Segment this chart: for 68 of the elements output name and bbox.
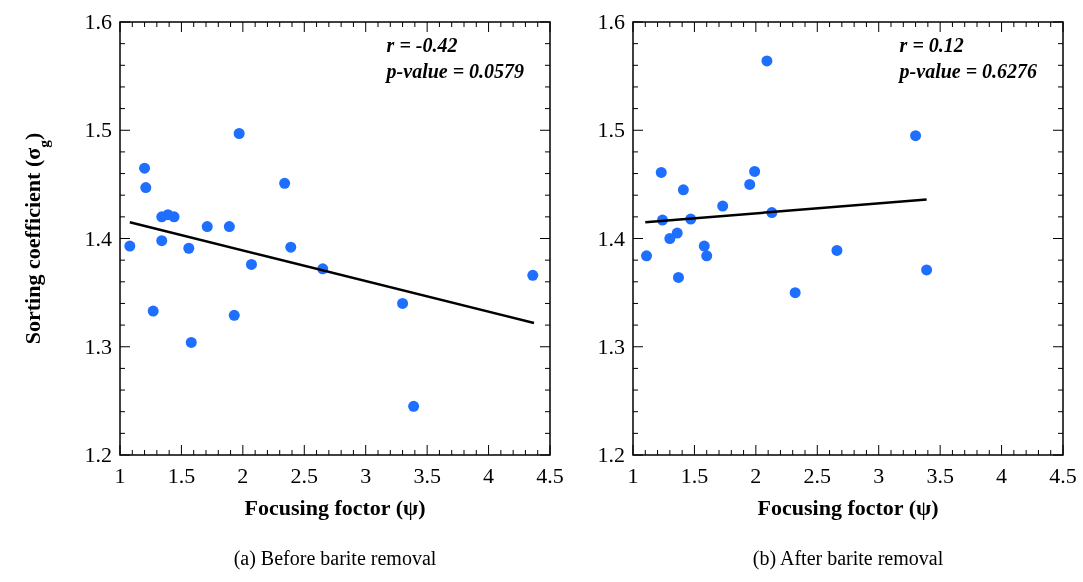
y-tick-label: 1.6	[84, 9, 112, 34]
x-tick-label: 1.5	[680, 463, 709, 488]
point	[147, 305, 159, 317]
x-tick-label: 2	[237, 463, 249, 488]
annotation: p-value = 0.0579	[384, 60, 525, 83]
y-tick-label: 1.6	[597, 9, 625, 34]
point	[168, 211, 180, 223]
text: (b) After barite removal	[752, 547, 944, 570]
point	[245, 258, 257, 270]
y-tick-label: 1.5	[597, 117, 625, 143]
point	[701, 250, 713, 262]
point	[156, 235, 168, 247]
annotation: r = -0.42	[386, 34, 458, 56]
point	[672, 271, 684, 283]
x-tick-label: 3	[873, 463, 885, 488]
point	[789, 287, 801, 299]
point	[641, 250, 653, 262]
x-tick-label: 3.5	[413, 463, 441, 488]
point	[744, 178, 756, 190]
x-tick-label: 4	[483, 463, 495, 488]
x-axis-title: Focusing foctor (ψ)	[244, 495, 426, 520]
point	[223, 221, 235, 233]
x-tick-label: 4.5	[1049, 463, 1077, 488]
point	[124, 240, 136, 252]
point	[671, 227, 683, 239]
point	[228, 309, 240, 321]
y-tick-label: 1.2	[84, 442, 112, 467]
point	[749, 165, 761, 177]
point	[183, 242, 195, 254]
point	[185, 336, 197, 348]
y-tick-label: 1.2	[597, 442, 625, 467]
point	[201, 221, 213, 233]
text: (a) Before barite removal	[233, 547, 437, 570]
x-tick-label: 1	[114, 463, 126, 488]
point	[139, 162, 151, 174]
point	[831, 244, 843, 256]
x-tick-label: 2	[750, 463, 762, 488]
point	[527, 269, 539, 281]
point	[655, 166, 667, 178]
point	[677, 184, 689, 196]
annotation: r = 0.12	[899, 34, 964, 56]
y-tick-label: 1.4	[84, 225, 112, 251]
point	[233, 128, 245, 139]
y-tick-label: 1.4	[597, 225, 625, 251]
point	[910, 130, 922, 142]
point	[717, 200, 729, 212]
annotation: p-value = 0.6276	[897, 60, 1038, 83]
point	[140, 182, 152, 194]
x-tick-label: 4	[996, 463, 1008, 488]
x-axis-title: Focusing foctor (ψ)	[757, 495, 939, 520]
point	[408, 400, 420, 412]
x-tick-label: 1.5	[167, 463, 196, 488]
point	[285, 241, 297, 253]
y-tick-label: 1.3	[84, 333, 112, 359]
point	[761, 55, 773, 67]
y-tick-label: 1.5	[84, 117, 112, 143]
x-tick-label: 2.5	[803, 463, 832, 488]
x-tick-label: 4.5	[536, 463, 564, 488]
point	[397, 297, 409, 309]
x-tick-label: 2.5	[290, 463, 319, 488]
point	[698, 240, 710, 252]
y-tick-label: 1.3	[597, 333, 625, 359]
point	[664, 233, 676, 244]
point	[921, 264, 933, 276]
x-tick-label: 3	[360, 463, 372, 488]
point	[279, 177, 291, 189]
x-tick-label: 1	[627, 463, 639, 488]
x-tick-label: 3.5	[926, 463, 954, 488]
